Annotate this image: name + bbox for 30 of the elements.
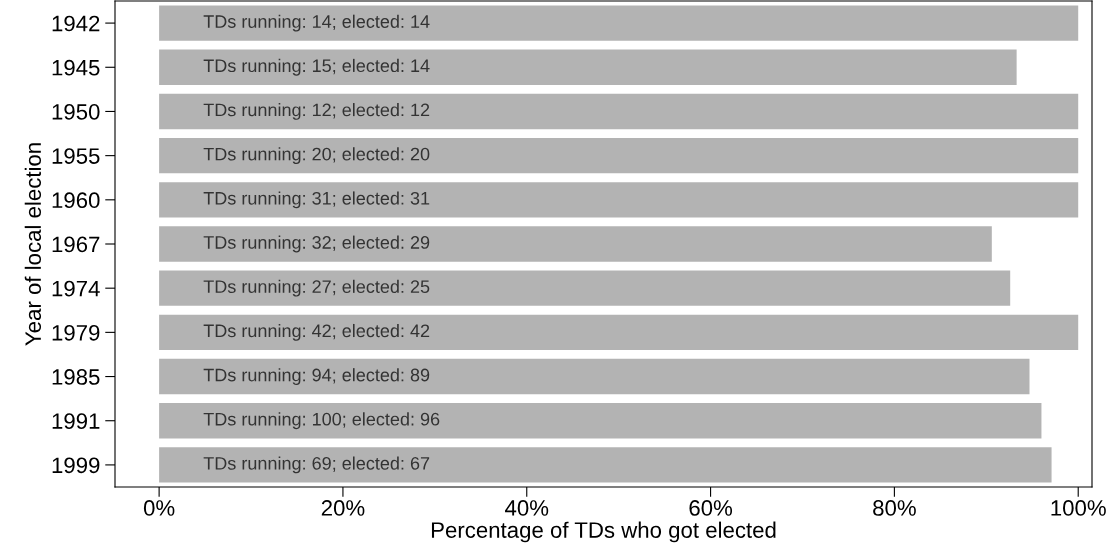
- y-tick-label: 1955: [52, 148, 100, 164]
- x-tick-label: 100%: [1051, 500, 1106, 516]
- data-label: TDs running: 12; elected: 12: [203, 103, 430, 120]
- data-label: TDs running: 20; elected: 20: [203, 147, 430, 165]
- data-label: TDs running: 32; elected: 29: [203, 235, 430, 253]
- y-tick-label: 1967: [52, 236, 100, 253]
- data-label: TDs running: 14; elected: 14: [203, 14, 430, 32]
- y-tick-label: 1945: [52, 59, 100, 76]
- y-tick-label: 1942: [52, 15, 100, 32]
- y-axis-title: Year of local election: [24, 143, 42, 346]
- data-label: TDs running: 42; elected: 42: [203, 323, 430, 341]
- x-tick-label: 60%: [689, 500, 733, 516]
- x-tick-label: 20%: [321, 500, 365, 516]
- data-label: TDs running: 15; elected: 14: [203, 58, 430, 76]
- data-label: TDs running: 100; elected: 96: [203, 412, 440, 430]
- x-tick-label: 80%: [873, 500, 916, 516]
- data-label: TDs running: 27; elected: 25: [203, 279, 430, 297]
- x-axis-title: Percentage of TDs who got elected: [431, 521, 776, 543]
- data-label: TDs running: 94; elected: 89: [203, 368, 430, 385]
- x-tick-label: 0%: [143, 500, 175, 516]
- y-tick-label: 1979: [52, 324, 100, 341]
- y-tick-label: 1974: [52, 280, 100, 297]
- y-tick-label: 1985: [52, 369, 100, 385]
- data-label: TDs running: 69; elected: 67: [203, 456, 430, 474]
- y-tick-label: 1999: [52, 457, 100, 474]
- data-label: TDs running: 31; elected: 31: [203, 191, 430, 209]
- y-tick-label: 1991: [52, 413, 100, 429]
- y-tick-label: 1960: [52, 192, 100, 209]
- x-tick-label: 40%: [505, 500, 549, 516]
- y-tick-label: 1950: [52, 103, 100, 120]
